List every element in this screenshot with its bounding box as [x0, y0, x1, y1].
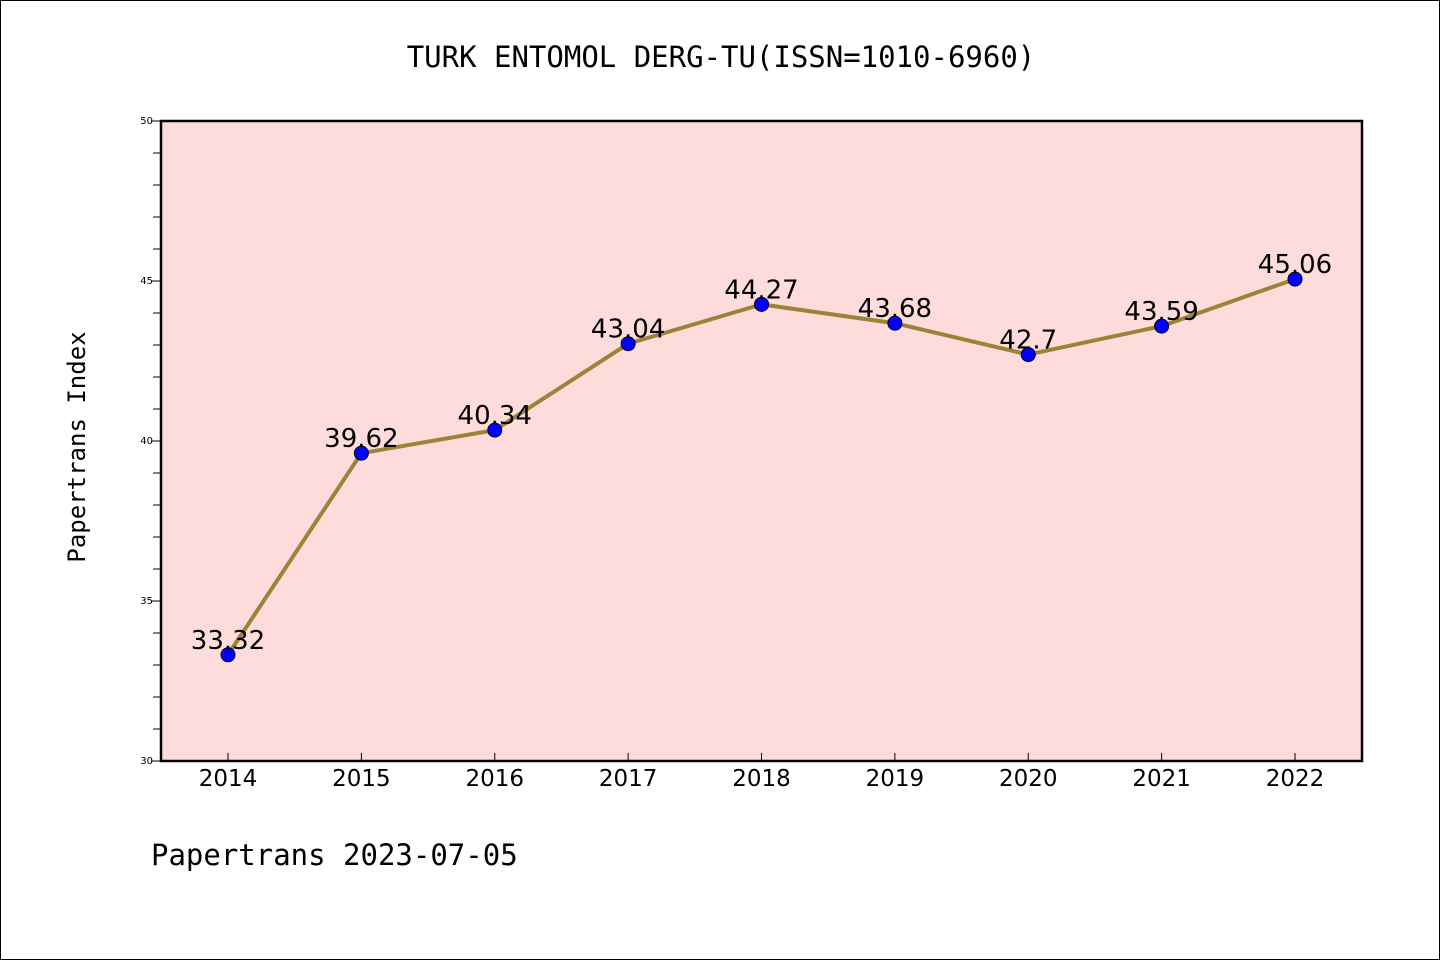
x-tick-label: 2015: [332, 766, 391, 792]
data-point: [220, 647, 236, 663]
y-axis: 30 35 40 45 50: [140, 116, 161, 767]
data-labels: 33.32 39.62 40.34 43.04 44.27 43.68 42.7 43.59 4…: [191, 250, 1332, 656]
x-tick-label: 2022: [1266, 766, 1325, 792]
data-points: [220, 271, 1303, 663]
data-point: [353, 445, 369, 461]
y-axis-label: Papertrans Index: [63, 331, 91, 562]
x-tick-label: 2021: [1132, 766, 1191, 792]
x-tick-label: 2018: [732, 766, 791, 792]
x-tick-label: 2019: [866, 766, 925, 792]
y-tick-label: 40: [140, 436, 153, 447]
data-point: [754, 296, 769, 312]
data-label: 39.62: [324, 424, 398, 454]
x-tick-label: 2014: [199, 766, 258, 792]
data-label: 33.32: [191, 626, 265, 656]
data-label: 43.04: [591, 315, 665, 345]
data-point: [1154, 318, 1170, 334]
x-axis: 2014 2015 2016 2017 2018 2019 2020 2021 2022: [199, 753, 1325, 792]
data-label: 40.34: [458, 401, 532, 431]
data-point: [487, 422, 503, 438]
data-label: 45.06: [1258, 250, 1332, 280]
data-label: 44.27: [724, 275, 798, 305]
plot-area: [159, 119, 1364, 763]
x-tick-label: 2016: [465, 766, 524, 792]
footer-text: Papertrans 2023-07-05: [151, 838, 518, 872]
data-label: 43.59: [1124, 297, 1198, 327]
data-point: [620, 336, 636, 352]
y-tick-label: 35: [140, 596, 153, 607]
y-tick-label: 45: [140, 276, 153, 287]
data-point: [887, 315, 903, 331]
data-label: 43.68: [858, 294, 932, 324]
x-tick-label: 2020: [999, 766, 1058, 792]
data-label: 42.7: [999, 326, 1057, 356]
y-tick-label: 50: [140, 116, 153, 127]
x-tick-label: 2017: [599, 766, 658, 792]
data-point: [1020, 347, 1036, 363]
chart-title: TURK ENTOMOL DERG-TU(ISSN=1010-6960): [407, 40, 1036, 74]
y-tick-label: 30: [140, 756, 153, 767]
data-point: [1287, 271, 1303, 287]
